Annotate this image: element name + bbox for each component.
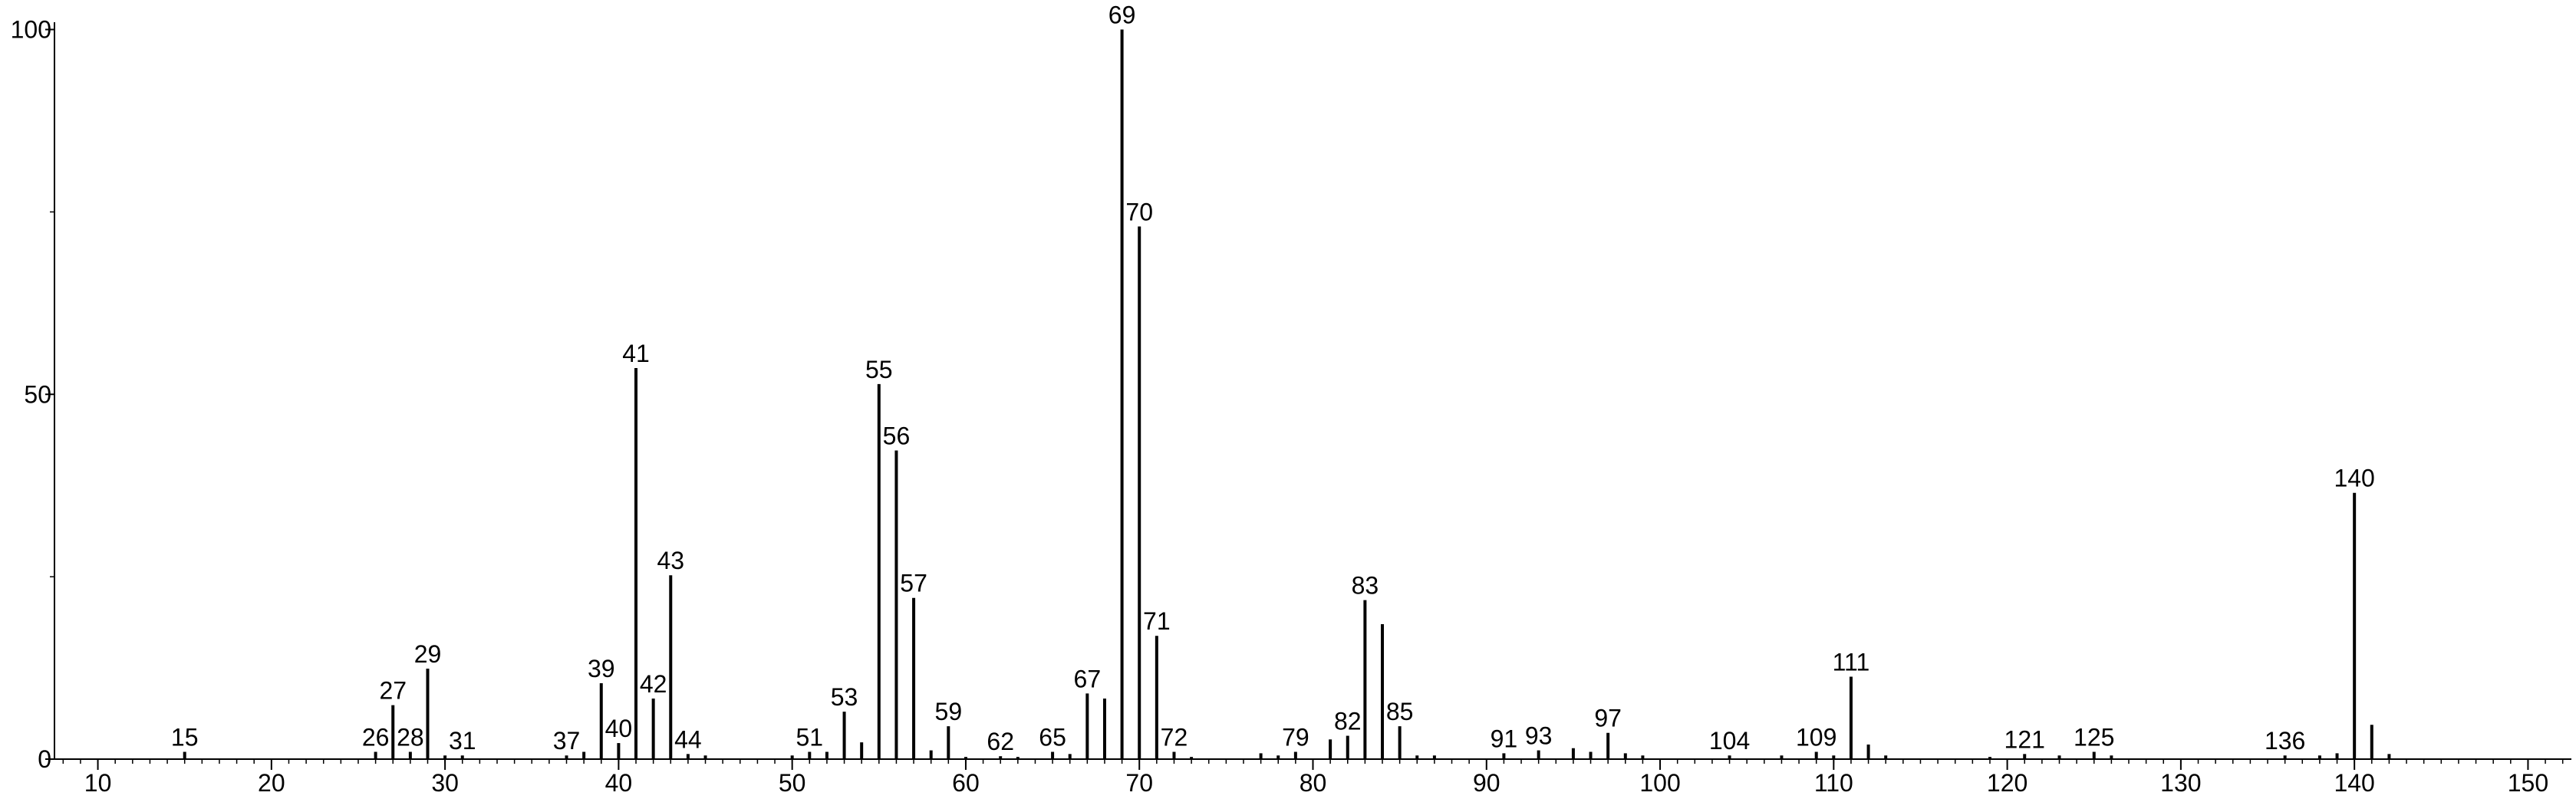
peak-label: 104 [1709, 727, 1750, 755]
peak-label: 65 [1039, 723, 1066, 751]
peak-label: 93 [1525, 722, 1553, 750]
peak-label: 82 [1334, 708, 1362, 735]
peak-label: 26 [362, 723, 390, 751]
peak-label: 70 [1125, 198, 1153, 225]
x-tick-label: 10 [84, 769, 112, 797]
peak-label: 62 [987, 728, 1014, 755]
peak-label: 136 [2265, 727, 2305, 755]
peak-label: 71 [1143, 607, 1171, 635]
peak-label: 27 [379, 677, 407, 705]
x-tick-label: 20 [258, 769, 285, 797]
peak-label: 53 [831, 683, 858, 711]
peak-label: 40 [605, 715, 633, 742]
peak-label: 43 [657, 547, 684, 574]
peak-label: 140 [2334, 465, 2374, 492]
peak-label: 28 [397, 723, 424, 751]
peak-label: 42 [640, 670, 667, 698]
peak-label: 69 [1108, 2, 1136, 29]
x-tick-label: 40 [605, 769, 633, 797]
peak-label: 121 [2004, 725, 2045, 753]
peak-label: 72 [1161, 723, 1188, 751]
peak-label: 57 [900, 570, 927, 597]
peak-label: 55 [865, 356, 893, 383]
peak-label: 44 [674, 725, 702, 753]
peak-label: 29 [414, 640, 442, 668]
peak-label: 97 [1594, 705, 1622, 732]
peak-label: 91 [1491, 725, 1518, 752]
peak-label: 39 [588, 655, 615, 682]
x-tick-label: 50 [779, 769, 806, 797]
x-tick-label: 120 [1987, 769, 2028, 797]
peak-label: 37 [553, 727, 581, 755]
x-tick-label: 150 [2508, 769, 2548, 797]
x-tick-label: 30 [431, 769, 459, 797]
peak-label: 111 [1833, 648, 1870, 676]
x-tick-label: 80 [1300, 769, 1327, 797]
x-tick-label: 140 [2334, 769, 2374, 797]
y-tick-label: 0 [38, 745, 51, 773]
y-tick-label: 100 [11, 16, 51, 44]
peak-label: 41 [622, 340, 650, 367]
x-tick-label: 110 [1814, 769, 1853, 797]
x-tick-label: 60 [952, 769, 980, 797]
y-tick-label: 50 [24, 380, 51, 408]
peak-label: 59 [935, 698, 963, 725]
peak-label: 79 [1282, 723, 1309, 751]
peak-label: 51 [796, 723, 824, 751]
x-tick-label: 130 [2160, 769, 2201, 797]
peak-label: 109 [1796, 723, 1836, 751]
peak-label: 85 [1386, 698, 1414, 725]
peak-label: 15 [171, 723, 199, 751]
peak-label: 67 [1074, 665, 1102, 692]
peak-label: 31 [449, 727, 476, 755]
peak-label: 56 [883, 423, 911, 450]
peak-label: 125 [2074, 723, 2114, 751]
peak-label: 83 [1352, 572, 1379, 600]
x-tick-label: 90 [1473, 769, 1500, 797]
x-tick-label: 70 [1125, 769, 1153, 797]
x-tick-label: 100 [1639, 769, 1680, 797]
